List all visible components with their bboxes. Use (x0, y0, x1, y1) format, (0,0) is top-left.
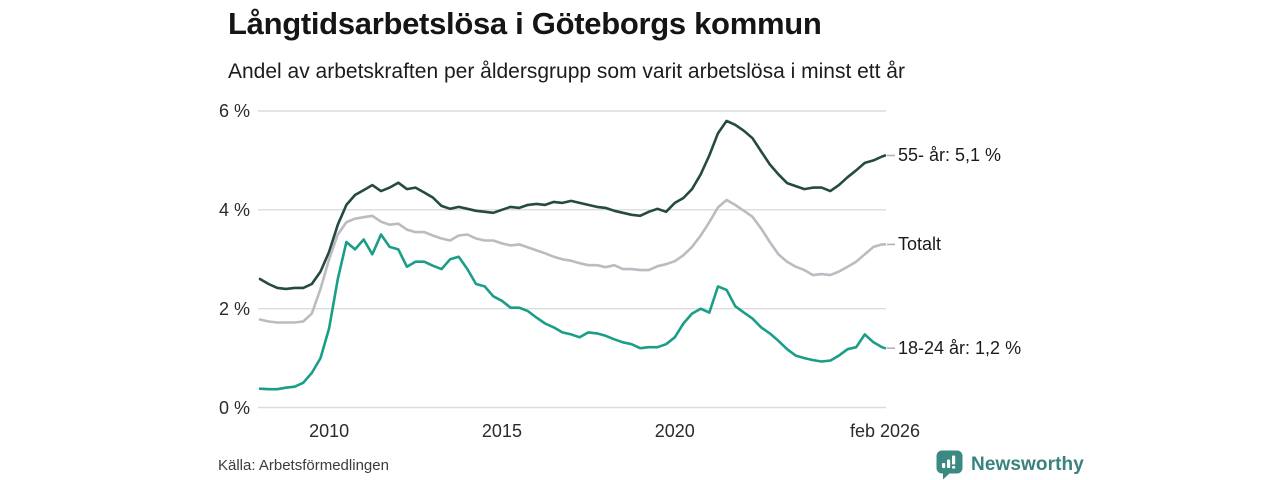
chart-subtitle: Andel av arbetskraften per åldersgrupp s… (228, 60, 905, 83)
newsworthy-barchart-bubble-icon (936, 450, 963, 480)
series-line-55-r (258, 119, 887, 291)
source-note: Källa: Arbetsförmedlingen (218, 457, 389, 474)
series-line-18-24-r (258, 233, 887, 391)
series-line-totalt (258, 198, 887, 324)
newsworthy-brand: Newsworthy (936, 450, 1084, 480)
chart-title: Långtidsarbetslösa i Göteborgs kommun (228, 6, 822, 41)
brand-name: Newsworthy (971, 454, 1084, 475)
